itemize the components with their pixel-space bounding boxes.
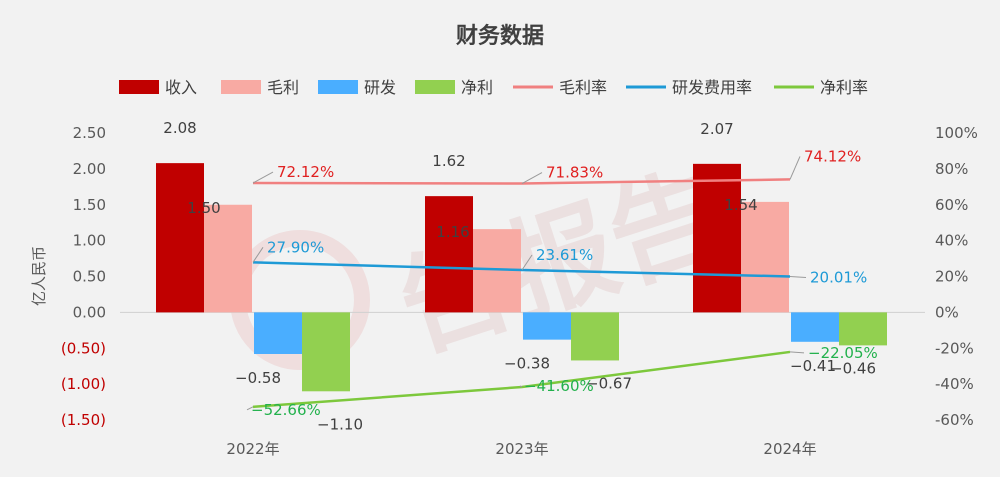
y2-tick-label: -60% [935,411,974,429]
legend-swatch [221,80,261,94]
bar-data-label: −0.41 [790,357,836,375]
bar-1-2023年 [425,196,473,313]
legend-swatch [119,80,159,94]
line-data-label: 20.01% [810,268,867,286]
y-tick-label: 1.50 [73,196,106,214]
bar-data-label: 2.08 [163,119,196,137]
line-data-label: 72.12% [277,163,334,181]
legend-label: 收入 [165,78,197,97]
y2-tick-label: 0% [935,303,959,321]
label-leader [252,171,274,184]
y-axis-label: 亿人民币 [30,246,48,306]
x-axis: 2022年 2023年 2024年 [226,440,816,458]
label-leader [246,406,254,411]
bar-data-label: −1.10 [317,415,363,433]
legend-label: 研发 [364,78,396,97]
line-data-label: 71.83% [546,164,603,182]
bar-data-label: 1.62 [432,152,465,170]
label-leader [521,172,543,184]
y2-tick-label: 20% [935,268,968,286]
legend-label: 净利率 [820,78,868,97]
y-tick-label: 2.50 [73,124,106,142]
x-tick-label: 2024年 [763,440,816,458]
y-axis-right: 100% 80% 60% 40% 20% 0% -20% -40% -60% [935,124,978,429]
bar-data-label: −0.38 [504,355,550,373]
bar-3-2023年 [523,312,571,340]
line-data-label: 23.61% [536,246,593,264]
line-data-label: −52.66% [251,401,321,419]
line-data-label: −41.60% [524,377,594,395]
y2-tick-label: -20% [935,339,974,357]
y-tick-label: 1.00 [73,232,106,250]
bar-data-label: 2.07 [700,120,733,138]
legend-swatch [318,80,358,94]
bar-data-label: −0.46 [830,359,876,377]
legend-swatch [415,80,455,94]
legend-label: 毛利率 [559,78,607,97]
x-tick-label: 2023年 [495,440,548,458]
bar-4-2024年 [839,312,887,346]
bar-4-2022年 [302,312,350,392]
legend-label: 毛利 [267,78,299,97]
bar-data-label: −0.67 [586,374,632,392]
chart-title: 财务数据 [456,23,544,49]
bar-data-label: 1.50 [187,199,220,217]
bar-3-2024年 [791,312,839,342]
y2-tick-label: 100% [935,124,978,142]
x-tick-label: 2022年 [226,440,279,458]
bars: 2.081.622.071.501.161.54−0.58−0.38 −0.41−… [156,119,887,433]
y-tick-label: (1.50) [61,411,106,429]
bar-data-label: 1.16 [436,223,469,241]
bar-1-2024年 [693,163,741,313]
lines: 72.12% 71.83% 74.12% 27.90% 23.61% 20.01% −52.… [246,147,878,419]
legend-label: 净利 [461,78,493,97]
legend-label: 研发费用率 [672,78,752,97]
line-data-label: −22.05% [808,344,878,362]
label-leader [521,254,533,271]
y-tick-label: (0.50) [61,339,106,357]
y-tick-label: 0.50 [73,268,106,286]
bar-1-2022年 [156,163,204,313]
bar-2-2022年 [204,204,252,313]
bar-2-2024年 [741,201,789,313]
line-data-label: 27.90% [267,238,324,256]
bar-data-label: −0.58 [235,369,281,387]
label-leader [789,156,801,180]
label-leader [252,247,264,263]
bar-4-2023年 [571,312,619,361]
y-tick-label: 2.00 [73,160,106,178]
label-leader [789,275,807,278]
y2-tick-label: 60% [935,196,968,214]
y-tick-label: 0.00 [73,303,106,321]
y-tick-label: (1.00) [61,375,106,393]
y2-tick-label: -40% [935,375,974,393]
y-axis-left: 2.50 2.00 1.50 1.00 0.50 0.00 (0.50) (1.00) (1.5… [61,124,106,429]
label-leader [789,351,805,354]
bar-3-2022年 [254,312,302,354]
bar-data-label: 1.54 [724,196,757,214]
label-leader [519,385,523,388]
y2-tick-label: 40% [935,232,968,250]
line-data-label: 74.12% [804,147,861,165]
legend: 收入 毛利 研发 净利 毛利率 研发费用率 净利率 [119,78,868,97]
y2-tick-label: 80% [935,160,968,178]
